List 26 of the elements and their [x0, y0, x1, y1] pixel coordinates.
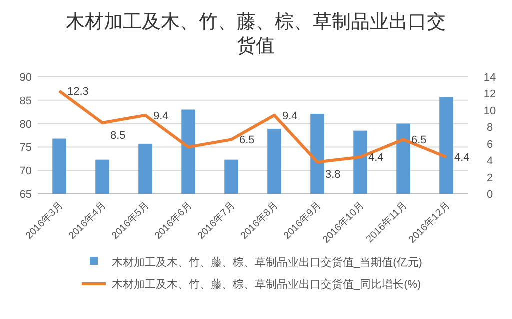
data-label: 6.5	[240, 134, 255, 147]
data-label: 9.4	[154, 110, 169, 122]
data-label: 4.4	[454, 152, 470, 164]
y2-tick-label: 10	[484, 105, 496, 118]
legend-label: 木材加工及木、竹、藤、棕、草制品业出口交货值_同比增长(%)	[112, 278, 422, 291]
y2-tick-label: 0	[486, 189, 494, 201]
legend-label: 木材加工及木、竹、藤、棕、草制品业出口交货值_当期值(亿元)	[112, 256, 422, 269]
y2-tick-label: 14	[484, 72, 496, 84]
y-tick-label: 90	[20, 72, 32, 84]
y-tick-label: 80	[20, 118, 32, 131]
chart-title: 木材加工及木、竹、藤、棕、草制品业出口交货值	[66, 11, 446, 57]
y2-tick-label: 2	[486, 172, 494, 184]
data-label: 9.4	[282, 110, 298, 122]
y2-tick-label: 4	[486, 156, 494, 168]
y-tick-label: 70	[20, 166, 32, 178]
data-label: 12.3	[68, 86, 89, 98]
y-tick-label: 65	[20, 189, 32, 201]
data-label: 4.4	[368, 152, 384, 164]
y2-tick-label: 6	[486, 138, 494, 151]
data-label: 8.5	[110, 130, 126, 142]
y-tick-label: 85	[20, 95, 32, 108]
y-tick-label: 75	[20, 142, 32, 154]
y2-tick-label: 8	[486, 122, 494, 134]
y2-tick-label: 12	[484, 88, 496, 101]
data-label: 6.5	[412, 134, 427, 147]
data-label: 3.8	[326, 169, 341, 182]
